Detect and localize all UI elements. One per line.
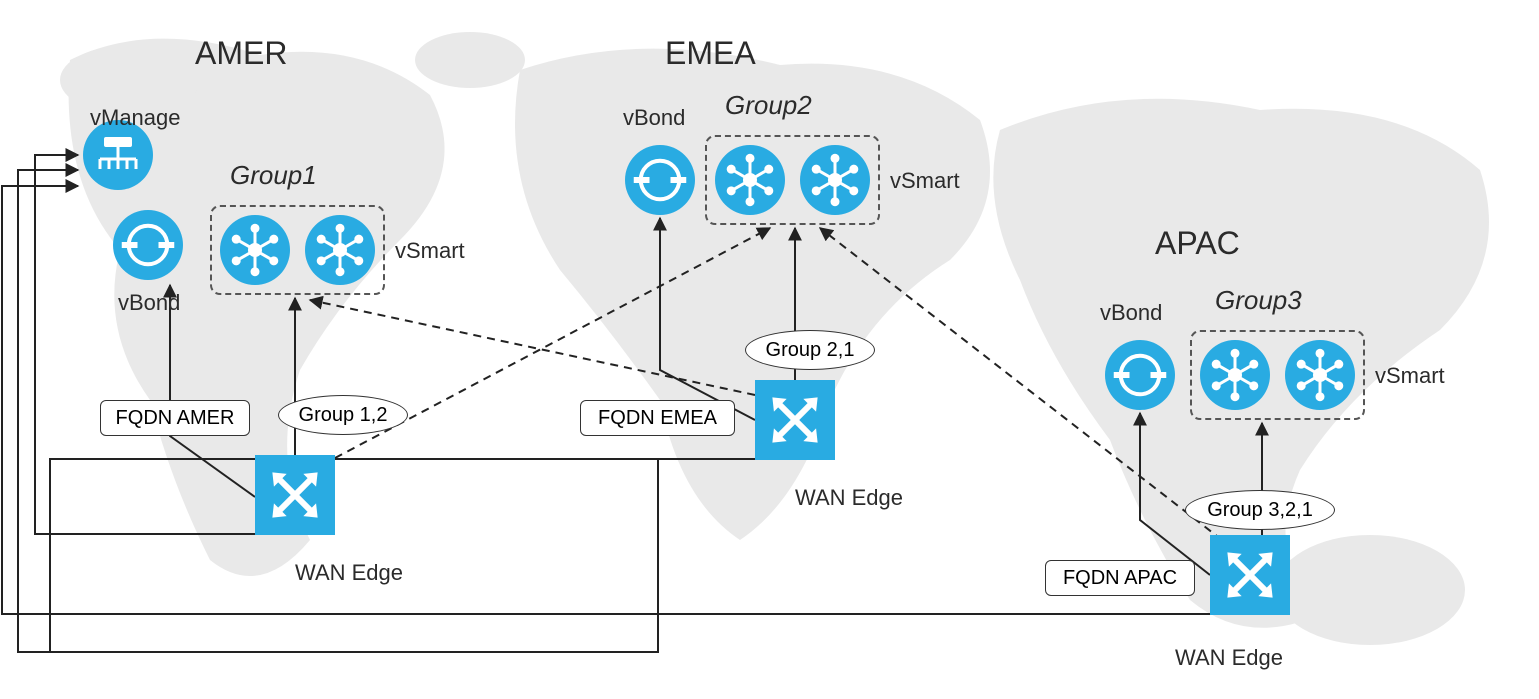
region-title-apac: APAC	[1155, 225, 1240, 262]
vsmart-icon	[715, 145, 785, 215]
vbond-icon	[625, 145, 695, 215]
vsmart-icon	[305, 215, 375, 285]
wanedge-label: WAN Edge	[1175, 645, 1283, 671]
vbond-icon	[113, 210, 183, 280]
pill-fqdn-amer: FQDN AMER	[100, 400, 250, 436]
vsmart-label: vSmart	[1375, 363, 1445, 389]
group-title-group1: Group1	[230, 160, 317, 191]
vbond-label: vBond	[623, 105, 685, 131]
wanedge-icon	[1210, 535, 1290, 615]
vbond-label: vBond	[118, 290, 180, 316]
wanedge-label: WAN Edge	[795, 485, 903, 511]
vsmart-label: vSmart	[890, 168, 960, 194]
vbond-icon	[1105, 340, 1175, 410]
vsmart-icon	[1285, 340, 1355, 410]
wanedge-icon	[755, 380, 835, 460]
region-title-emea: EMEA	[665, 35, 756, 72]
vsmart-icon	[1200, 340, 1270, 410]
pill-group21: Group 2,1	[745, 330, 875, 370]
vmanage-label: vManage	[90, 105, 181, 131]
wanedge-icon	[255, 455, 335, 535]
pill-group12: Group 1,2	[278, 395, 408, 435]
pill-fqdn-emea: FQDN EMEA	[580, 400, 735, 436]
group-title-group3: Group3	[1215, 285, 1302, 316]
vbond-label: vBond	[1100, 300, 1162, 326]
region-title-amer: AMER	[195, 35, 287, 72]
wanedge-label: WAN Edge	[295, 560, 403, 586]
pill-fqdn-apac: FQDN APAC	[1045, 560, 1195, 596]
vsmart-icon	[220, 215, 290, 285]
group-title-group2: Group2	[725, 90, 812, 121]
vsmart-icon	[800, 145, 870, 215]
vsmart-label: vSmart	[395, 238, 465, 264]
pill-group321: Group 3,2,1	[1185, 490, 1335, 530]
